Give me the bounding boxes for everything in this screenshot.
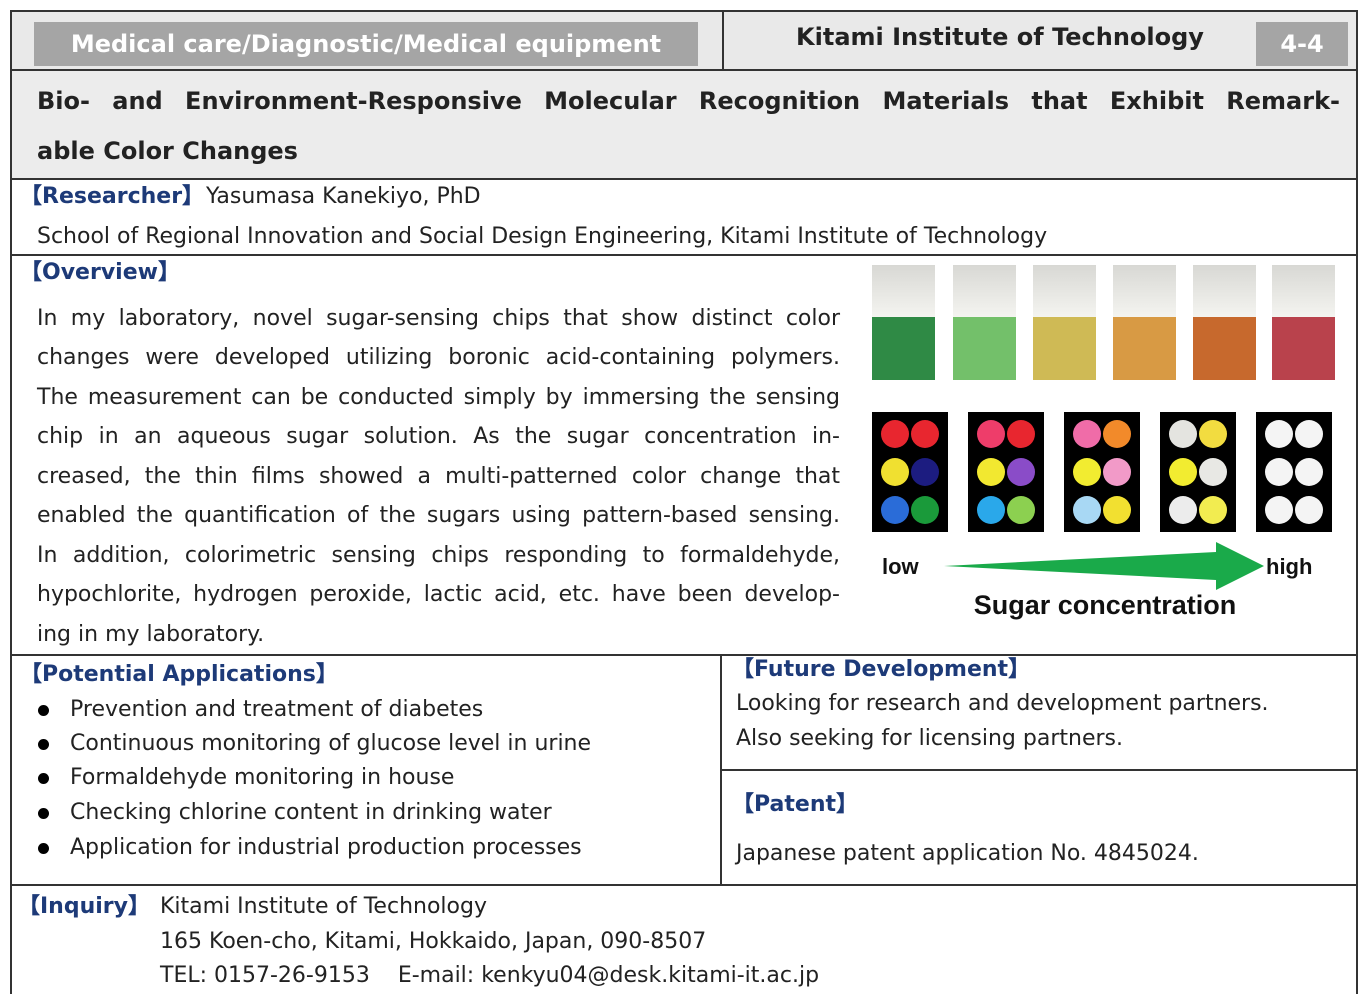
- paragraph-line: changes were developed utilizing boronic…: [37, 344, 840, 372]
- list-item: Checking chlorine content in drinking wa…: [70, 799, 552, 827]
- list-item: Application for industrial production pr…: [70, 834, 582, 862]
- list-item: Continuous monitoring of glucose level i…: [70, 730, 591, 758]
- list-item: Formaldehyde monitoring in house: [70, 764, 454, 792]
- rule: [10, 10, 1358, 12]
- rule: [10, 10, 12, 994]
- paragraph-line: hypochlorite, hydrogen peroxide, lactic …: [37, 581, 840, 609]
- list-item: Prevention and treatment of diabetes: [70, 696, 483, 724]
- affiliation: School of Regional Innovation and Social…: [37, 223, 1047, 251]
- paragraph-line: ing in my laboratory.: [37, 621, 264, 649]
- rule: [10, 884, 1358, 886]
- label: 【Future Development】: [732, 656, 1030, 684]
- rule: [720, 655, 722, 885]
- title-line: able Color Changes: [37, 134, 298, 168]
- bullet: [38, 843, 49, 854]
- text-line: 165 Koen-cho, Kitami, Hokkaido, Japan, 0…: [160, 928, 706, 956]
- paragraph-line: The measurement can be conducted simply …: [37, 384, 840, 412]
- researcher-name: Yasumasa Kanekiyo, PhD: [206, 183, 481, 211]
- page: Medical care/Diagnostic/Medical equipmen…: [0, 0, 1358, 994]
- figure-caption: Sugar concentration: [974, 590, 1237, 620]
- text-line: TEL: 0157-26-9153 E-mail: kenkyu04@desk.…: [160, 962, 819, 990]
- text-line: Kitami Institute of Technology: [160, 893, 487, 921]
- label: 【Overview】: [20, 259, 180, 287]
- text-line: Japanese patent application No. 4845024.: [736, 840, 1199, 868]
- paragraph-line: creased, the thin films showed a multi-p…: [37, 463, 840, 491]
- bullet: [38, 705, 49, 716]
- paragraph-line: chip in an aqueous sugar solution. As th…: [37, 423, 840, 451]
- tubes: [872, 265, 1335, 380]
- label: 【Patent】: [732, 791, 858, 819]
- rule: [10, 254, 1358, 256]
- label: 【Potential Applications】: [20, 661, 338, 689]
- paragraph-line: In addition, colorimetric sensing chips …: [37, 542, 840, 570]
- bullet: [38, 773, 49, 784]
- figure-label: low: [882, 554, 920, 579]
- bullet: [38, 739, 49, 750]
- label: 【Inquiry】: [18, 893, 150, 921]
- sensor-chips: [872, 412, 1332, 532]
- rule: [720, 769, 1358, 771]
- bullet: [38, 808, 49, 819]
- figure: low high Sugar concentration: [866, 262, 1342, 632]
- rule: [10, 178, 1358, 180]
- rule: [10, 654, 1358, 656]
- rule: [722, 10, 724, 70]
- paragraph-line: enabled the quantification of the sugars…: [37, 502, 840, 530]
- figure-label: high: [1266, 554, 1312, 579]
- sheet-number: 4-4: [1256, 22, 1348, 66]
- text-line: Looking for research and development par…: [736, 690, 1269, 718]
- text-line: Also seeking for licensing partners.: [736, 725, 1123, 753]
- institution: Kitami Institute of Technology: [760, 22, 1240, 52]
- category: Medical care/Diagnostic/Medical equipmen…: [34, 22, 698, 66]
- title-line: Bio- and Environment-Responsive Molecula…: [37, 84, 1340, 118]
- label: 【Researcher】: [20, 183, 204, 211]
- arrow: [944, 542, 1264, 590]
- rule: [10, 69, 1358, 71]
- paragraph-line: In my laboratory, novel sugar-sensing ch…: [37, 305, 840, 333]
